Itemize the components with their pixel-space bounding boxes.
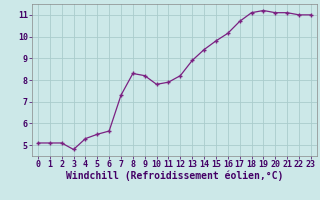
X-axis label: Windchill (Refroidissement éolien,°C): Windchill (Refroidissement éolien,°C) (66, 171, 283, 181)
